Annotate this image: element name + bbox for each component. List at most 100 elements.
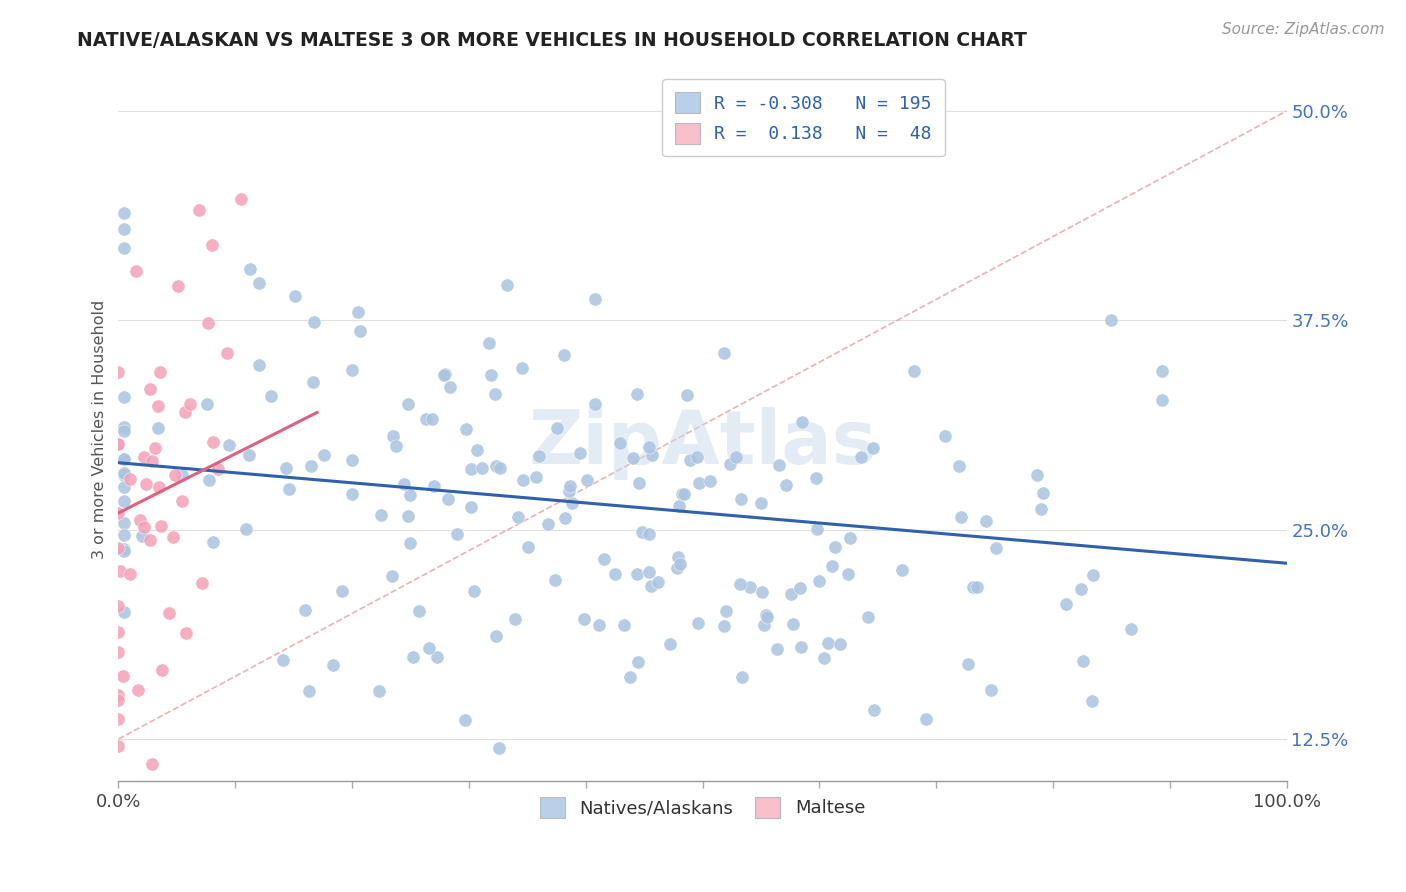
- Point: [426, 649, 449, 664]
- Point: [640, 579, 662, 593]
- Point: [284, 289, 307, 303]
- Point: [120, 567, 142, 582]
- Point: [626, 387, 648, 401]
- Point: [751, 585, 773, 599]
- Point: [478, 335, 501, 350]
- Point: [127, 683, 149, 698]
- Point: [962, 580, 984, 594]
- Point: [755, 609, 778, 624]
- Point: [488, 460, 510, 475]
- Point: [299, 459, 322, 474]
- Point: [278, 482, 301, 496]
- Point: [948, 459, 970, 474]
- Point: [503, 612, 526, 626]
- Point: [340, 487, 363, 501]
- Point: [392, 477, 415, 491]
- Point: [247, 359, 270, 373]
- Point: [107, 739, 129, 753]
- Point: [621, 451, 644, 466]
- Point: [527, 449, 550, 463]
- Point: [575, 473, 598, 487]
- Point: [188, 202, 211, 217]
- Point: [112, 541, 135, 556]
- Point: [118, 473, 141, 487]
- Point: [1152, 364, 1174, 378]
- Point: [148, 420, 170, 434]
- Point: [340, 363, 363, 377]
- Point: [172, 493, 194, 508]
- Point: [517, 540, 540, 554]
- Point: [107, 624, 129, 639]
- Point: [124, 263, 146, 277]
- Point: [738, 580, 761, 594]
- Point: [718, 457, 741, 471]
- Point: [112, 480, 135, 494]
- Point: [506, 510, 529, 524]
- Point: [198, 473, 221, 487]
- Point: [107, 541, 129, 555]
- Point: [956, 657, 979, 671]
- Point: [980, 682, 1002, 697]
- Point: [672, 487, 695, 501]
- Point: [585, 396, 607, 410]
- Y-axis label: 3 or more Vehicles in Household: 3 or more Vehicles in Household: [93, 300, 107, 559]
- Point: [1032, 486, 1054, 500]
- Point: [235, 522, 257, 536]
- Point: [984, 541, 1007, 555]
- Point: [862, 442, 884, 456]
- Point: [790, 640, 813, 654]
- Point: [647, 575, 669, 590]
- Point: [914, 713, 936, 727]
- Point: [631, 525, 654, 540]
- Point: [1152, 392, 1174, 407]
- Point: [298, 683, 321, 698]
- Point: [1029, 502, 1052, 516]
- Point: [890, 563, 912, 577]
- Point: [129, 513, 152, 527]
- Point: [217, 346, 239, 360]
- Point: [903, 364, 925, 378]
- Point: [197, 317, 219, 331]
- Point: [396, 509, 419, 524]
- Point: [312, 448, 335, 462]
- Point: [276, 460, 298, 475]
- Point: [488, 741, 510, 756]
- Point: [454, 421, 477, 435]
- Point: [439, 380, 461, 394]
- Point: [641, 448, 664, 462]
- Point: [574, 611, 596, 625]
- Point: [112, 390, 135, 404]
- Point: [112, 516, 135, 531]
- Point: [537, 516, 560, 531]
- Text: ZipAtlas: ZipAtlas: [529, 407, 877, 480]
- Point: [131, 529, 153, 543]
- Point: [749, 496, 772, 510]
- Text: NATIVE/ALASKAN VS MALTESE 3 OR MORE VEHICLES IN HOUSEHOLD CORRELATION CHART: NATIVE/ALASKAN VS MALTESE 3 OR MORE VEHI…: [77, 31, 1028, 50]
- Point: [495, 277, 517, 292]
- Point: [830, 637, 852, 651]
- Point: [934, 428, 956, 442]
- Point: [1070, 582, 1092, 596]
- Point: [463, 584, 485, 599]
- Point: [752, 618, 775, 632]
- Point: [436, 492, 458, 507]
- Point: [605, 566, 627, 581]
- Point: [239, 261, 262, 276]
- Point: [302, 315, 325, 329]
- Point: [789, 581, 811, 595]
- Point: [112, 466, 135, 480]
- Point: [408, 604, 430, 618]
- Point: [415, 411, 437, 425]
- Point: [368, 684, 391, 698]
- Point: [849, 450, 872, 465]
- Point: [1119, 622, 1142, 636]
- Point: [207, 462, 229, 476]
- Point: [554, 510, 576, 524]
- Point: [342, 452, 364, 467]
- Point: [568, 446, 591, 460]
- Point: [526, 469, 548, 483]
- Point: [837, 567, 859, 582]
- Point: [688, 476, 710, 491]
- Point: [790, 415, 813, 429]
- Point: [856, 610, 879, 624]
